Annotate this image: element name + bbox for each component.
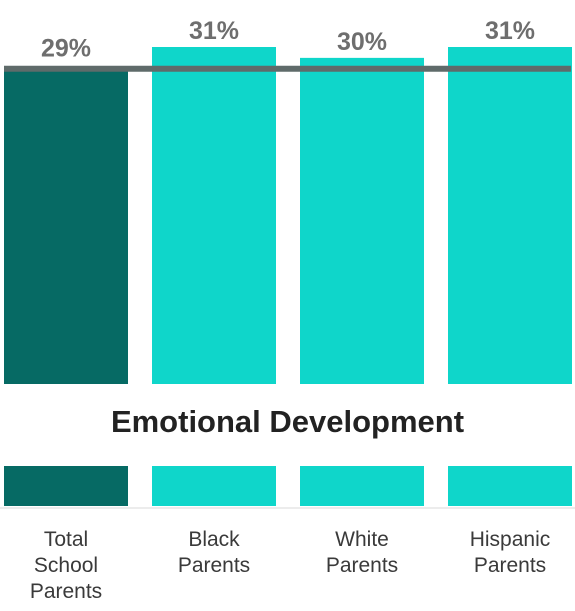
bars-group — [4, 47, 572, 384]
value-labels-group: 29% 31% 30% 31% — [41, 17, 535, 63]
category-label-black-parents: Black Parents — [177, 528, 251, 577]
value-label-total-school-parents: 29% — [41, 35, 91, 63]
value-label-hispanic-parents: 31% — [485, 17, 535, 45]
category-label-hispanic-parents: Hispanic Parents — [469, 528, 551, 577]
category-label-white-parents: White Parents — [325, 528, 399, 577]
color-swatch-hispanic-parents — [448, 466, 572, 506]
bar-white-parents — [300, 57, 424, 384]
chart-title: Emotional Development — [110, 404, 465, 439]
bar-black-parents — [152, 47, 276, 384]
value-label-black-parents: 31% — [189, 17, 239, 45]
color-swatch-white-parents — [300, 466, 424, 506]
color-swatch-black-parents — [152, 466, 276, 506]
legend-strip-group — [4, 466, 572, 506]
value-label-white-parents: 30% — [337, 28, 387, 56]
category-label-total-school-parents: Total School Parents — [29, 528, 103, 603]
color-swatch-total-school-parents — [4, 466, 128, 506]
bar-total-school-parents — [4, 68, 128, 384]
bar-hispanic-parents — [448, 47, 572, 384]
